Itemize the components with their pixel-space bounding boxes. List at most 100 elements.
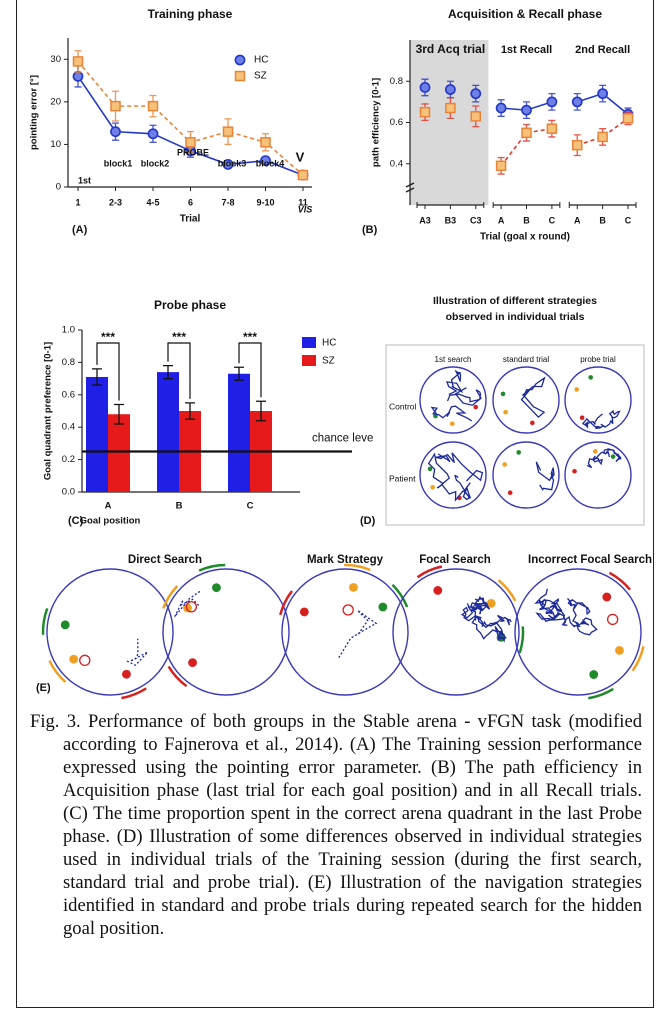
column-label: probe trial bbox=[580, 355, 616, 364]
point bbox=[419, 106, 431, 118]
wall-marker bbox=[416, 565, 443, 579]
annotation: PROBE bbox=[177, 147, 209, 157]
x-tick-label: 6 bbox=[188, 197, 193, 207]
wall-marker bbox=[198, 563, 226, 572]
significance-bracket bbox=[238, 342, 262, 398]
point bbox=[597, 131, 608, 143]
landmark bbox=[299, 607, 309, 617]
caption: Fig. 3. Performance of both groups in th… bbox=[30, 711, 642, 939]
wall-marker bbox=[518, 626, 525, 654]
landmark bbox=[122, 669, 131, 679]
point bbox=[470, 111, 481, 122]
bar bbox=[228, 373, 250, 492]
panel-title: observed in individual trials bbox=[446, 311, 585, 323]
annotation: block2 bbox=[141, 158, 170, 168]
landmark bbox=[507, 490, 513, 496]
point bbox=[222, 159, 234, 170]
y-axis-title: Goal quadrant preference [0-1] bbox=[43, 342, 54, 480]
panel-d-frame bbox=[385, 344, 645, 526]
point bbox=[495, 102, 507, 114]
trajectory bbox=[446, 387, 482, 406]
trajectory bbox=[435, 452, 484, 482]
x-axis-title: Trial (goal x round) bbox=[480, 232, 570, 243]
trajectory bbox=[427, 452, 464, 502]
point bbox=[622, 113, 634, 124]
chart-title: Training phase bbox=[148, 7, 233, 21]
x-tick-label: C bbox=[625, 215, 632, 225]
goal bbox=[185, 601, 198, 613]
row-label: Control bbox=[389, 401, 417, 411]
arena-wall bbox=[162, 568, 290, 696]
acquisition-background bbox=[410, 40, 489, 205]
landmark bbox=[610, 454, 616, 459]
wall-marker bbox=[588, 687, 614, 700]
arena-wall bbox=[564, 366, 632, 434]
wall-marker bbox=[41, 608, 49, 635]
point bbox=[72, 56, 84, 67]
row-label: Patient bbox=[389, 473, 416, 483]
trial-arena bbox=[419, 441, 487, 509]
point bbox=[147, 128, 159, 140]
round-label: 1st Recall bbox=[501, 44, 552, 56]
point bbox=[222, 126, 234, 137]
landmark bbox=[188, 658, 197, 668]
y-tick-label: 0.6 bbox=[62, 389, 75, 400]
error-bar bbox=[256, 400, 266, 422]
panel-title: Illustration of different strategies bbox=[433, 295, 597, 307]
significance-label: *** bbox=[101, 330, 115, 344]
chart-title: Probe phase bbox=[154, 298, 226, 312]
x-tick-label: C bbox=[549, 215, 556, 225]
x-axis-title: Trial bbox=[180, 214, 201, 225]
strategy-arena bbox=[514, 568, 645, 700]
y-tick-label: 0.8 bbox=[62, 357, 75, 368]
strategy-title: Incorrect Focal Search bbox=[528, 554, 652, 566]
point bbox=[72, 70, 84, 82]
series-line bbox=[577, 117, 629, 146]
arena-wall bbox=[492, 441, 560, 509]
trial-arena bbox=[492, 441, 560, 509]
panel-label: (C) bbox=[68, 515, 84, 527]
point bbox=[495, 160, 507, 172]
arena-wall bbox=[46, 568, 174, 696]
x-tick-label: A bbox=[105, 501, 112, 512]
significance-bracket bbox=[167, 342, 191, 399]
annotation: V bbox=[296, 149, 305, 164]
landmark bbox=[212, 583, 221, 593]
point bbox=[597, 88, 609, 100]
trajectory bbox=[460, 595, 491, 622]
x-tick-label: C3 bbox=[470, 215, 482, 225]
arena-wall bbox=[419, 441, 487, 509]
y-axis-title: pointing error [°] bbox=[29, 75, 40, 150]
wall-marker bbox=[497, 579, 517, 602]
annotation: block4 bbox=[256, 158, 285, 168]
landmark bbox=[183, 603, 192, 613]
y-axis-title: path efficiency [0-1] bbox=[371, 78, 382, 167]
error-bar bbox=[114, 403, 124, 425]
y-tick-label: 0.0 bbox=[62, 487, 75, 498]
trajectory bbox=[174, 590, 201, 618]
point bbox=[297, 169, 309, 181]
error-bar bbox=[163, 364, 173, 380]
landmark bbox=[433, 586, 443, 595]
landmark bbox=[579, 415, 585, 421]
trial-arena bbox=[492, 366, 560, 434]
legend-marker bbox=[234, 54, 246, 66]
x-tick-label: A3 bbox=[419, 215, 431, 225]
x-tick-label: 7-8 bbox=[221, 197, 234, 207]
x-tick-label: A bbox=[574, 215, 581, 225]
point bbox=[546, 96, 558, 108]
wall-marker bbox=[48, 660, 67, 683]
figure-frame bbox=[16, 0, 654, 1008]
strategy-arena bbox=[392, 565, 525, 696]
landmark bbox=[69, 654, 79, 664]
chart-title: Acquisition & Recall phase bbox=[448, 7, 602, 21]
trial-arena bbox=[564, 441, 632, 509]
chance-label: chance leve bbox=[312, 433, 373, 445]
wall-marker bbox=[391, 583, 409, 608]
wall-marker bbox=[162, 585, 179, 609]
point bbox=[470, 88, 482, 100]
point bbox=[571, 96, 583, 108]
significance-bracket bbox=[96, 342, 120, 401]
strategy-title: Direct Search bbox=[128, 554, 202, 566]
